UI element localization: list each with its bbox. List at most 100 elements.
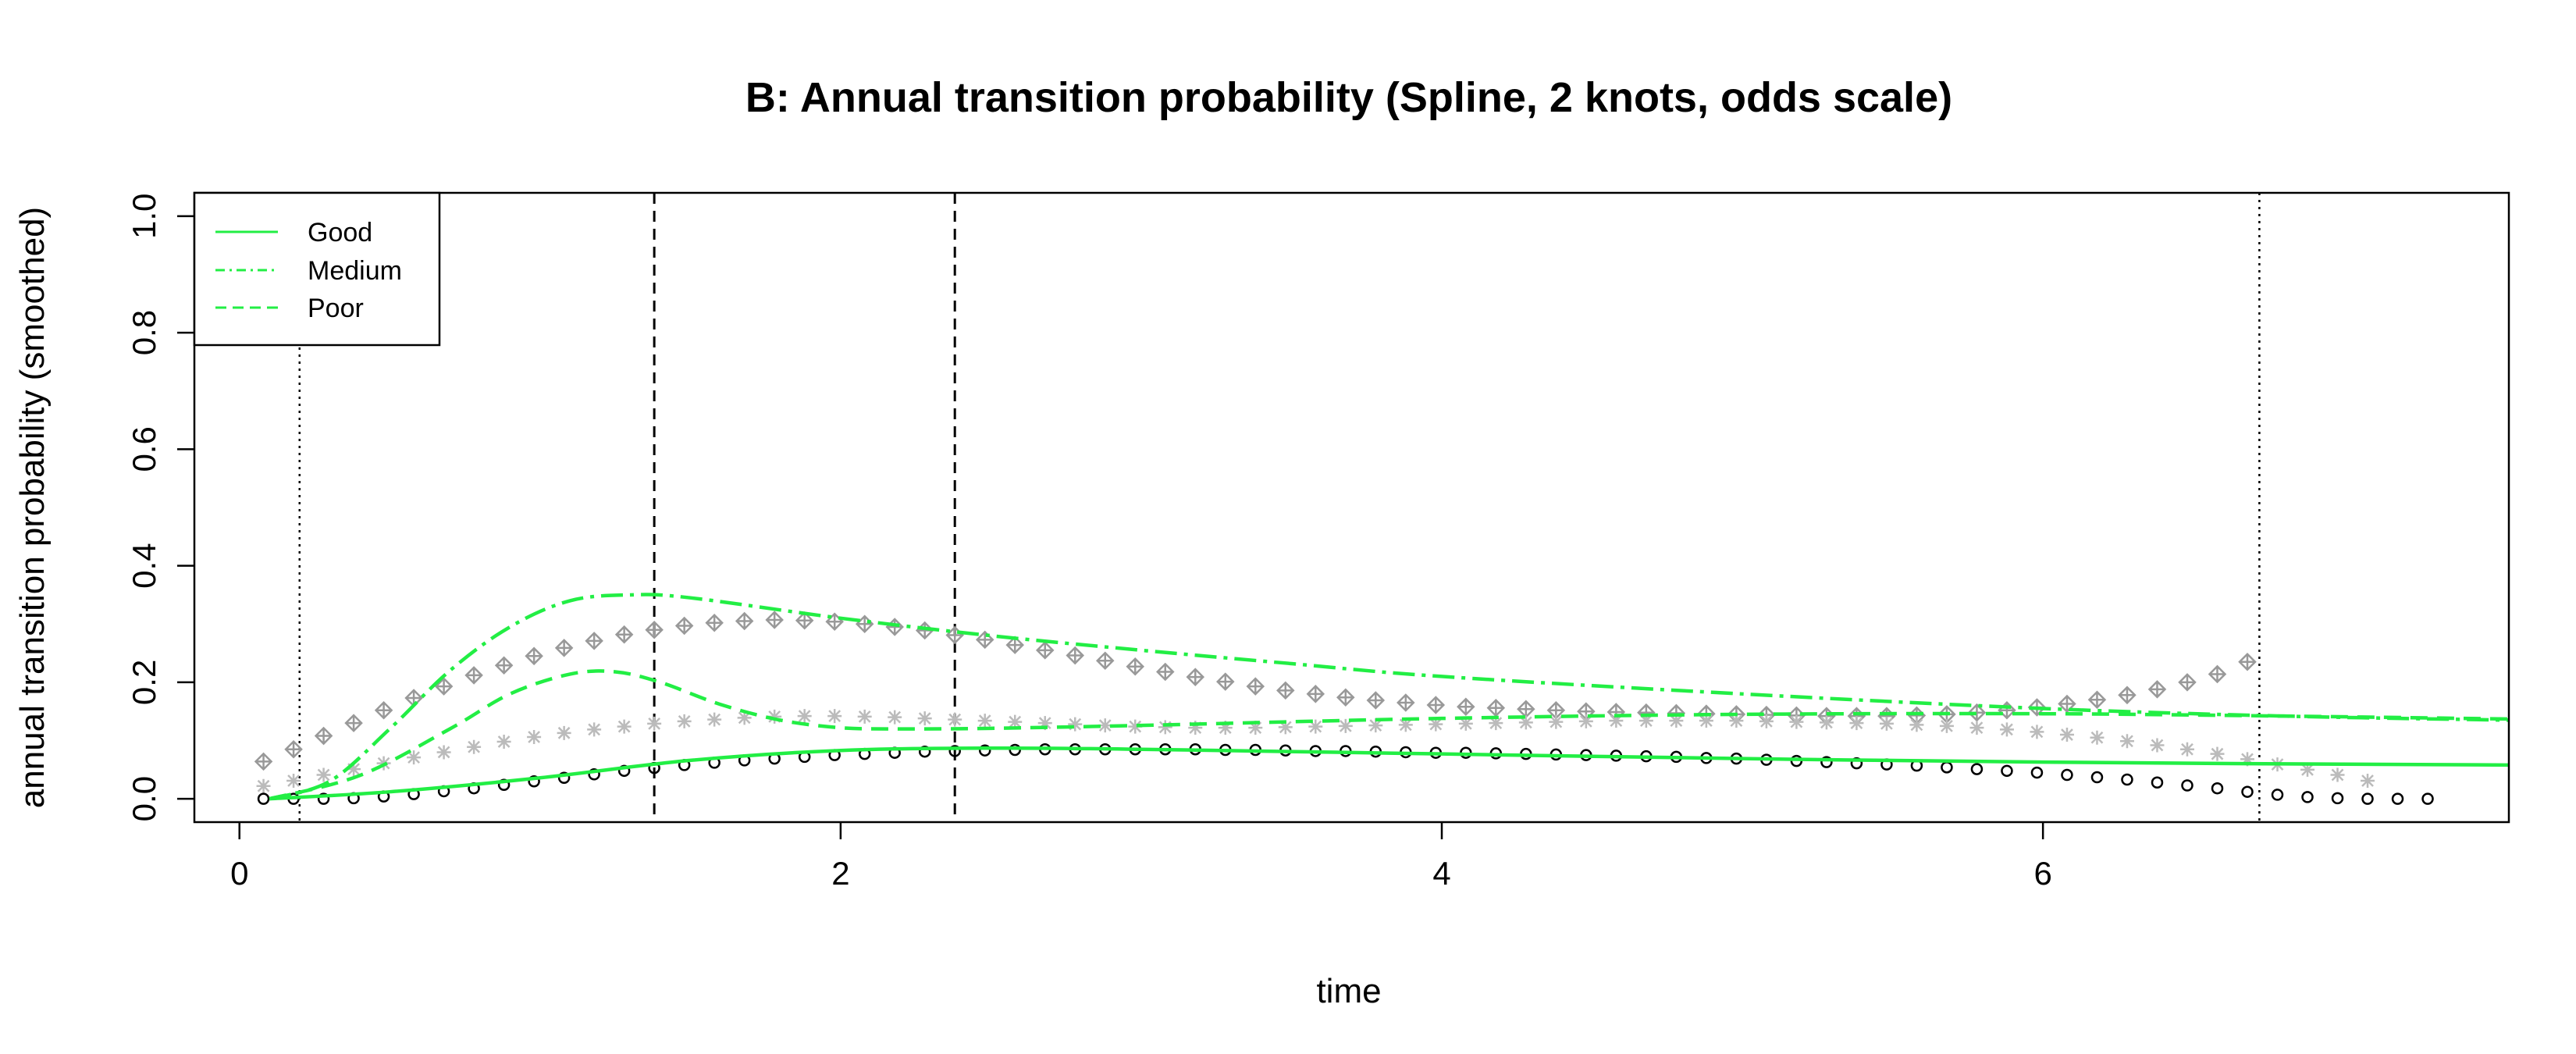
star-point [1699,714,1713,728]
star-point [1909,718,1924,732]
circle-point [1820,756,1833,768]
star-point [496,735,511,750]
y-axis-label: annual transition probability (smoothed) [13,207,52,808]
circle-point [617,764,631,778]
circle-point [1970,763,1984,775]
star-point [1068,717,1083,732]
star-point [436,745,451,760]
star-point [857,709,872,724]
diamond-plus-point [1306,685,1325,703]
star-point [2361,774,2375,789]
diamond-plus-point [855,614,874,634]
star-point [1308,719,1323,734]
plot-frame [193,191,2510,824]
diamond-plus-point [525,646,543,666]
diamond-plus-point [1126,657,1145,676]
star-point [527,730,542,745]
diamond-plus-point [1998,700,2016,720]
star-point [1819,715,1834,730]
diamond-plus-point [314,726,333,746]
diamond-plus-point [254,752,273,771]
star-point [888,710,902,725]
star-point [1669,714,1684,728]
y-tick-label: 0.0 [126,776,162,821]
diamond-plus-point [2208,664,2227,684]
diamond-plus-point [1246,677,1265,696]
circle-point [557,771,571,785]
diamond-plus-point [795,611,814,630]
circle-point [2061,768,2073,782]
star-point [2030,725,2044,739]
points-star [256,709,2375,793]
circle-point [317,792,330,805]
star-point [1789,714,1804,729]
circle-point [1850,757,1863,770]
circle-point [497,778,511,791]
star-point [316,767,331,782]
star-point [407,750,422,765]
star-point [827,709,842,724]
diamond-plus-point [1155,662,1175,682]
diamond-plus-point [284,739,303,759]
star-point [256,778,271,793]
x-axis-label: time [1316,972,1381,1010]
star-point [767,709,782,724]
star-point [2179,742,2194,757]
circle-point [2181,779,2194,792]
diamond-plus-point [975,630,994,650]
circle-point [918,745,931,758]
star-point [1458,716,1473,731]
diamond-plus-point [464,666,483,685]
diamond-plus-point [2058,694,2076,714]
star-point [2240,752,2254,767]
star-point [737,710,752,725]
diamond-plus-point [2178,673,2197,692]
x-tick-label: 6 [2033,855,2051,892]
diamond-plus-point [1216,672,1235,691]
circle-point [978,744,991,757]
star-point [707,712,722,727]
star-point [1218,721,1233,735]
star-point [2330,767,2345,782]
star-point [948,712,962,727]
star-point [1518,715,1533,730]
star-point [557,725,571,740]
diamond-plus-point [434,677,454,696]
diamond-plus-point [1397,693,1415,712]
curve-good [269,746,2509,801]
diamond-plus-point [614,625,634,644]
diamond-plus-point [1186,668,1205,686]
circle-point [257,792,270,805]
circle-point [588,768,600,781]
star-point [347,762,361,777]
diamond-plus-point [374,700,393,720]
circle-point [2331,792,2344,805]
y-tick-label: 1.0 [126,194,162,239]
circle-point [2301,791,2314,803]
circle-point [1941,761,1953,774]
star-point [587,722,602,737]
legend-box [193,191,441,347]
x-tick-label: 0 [230,855,248,892]
star-point [1939,718,1954,733]
diamond-plus-point [494,656,514,675]
diamond-plus-point [1457,697,1475,717]
star-point [1638,714,1653,728]
diamond-plus-point [1426,696,1446,714]
star-point [1368,718,1383,733]
diamond-plus-point [765,611,784,629]
x-tick-label: 4 [1432,855,1450,892]
star-point [1489,716,1503,731]
circle-point [2121,773,2133,786]
circle-point [2391,792,2404,805]
diamond-plus-point [674,616,694,636]
star-point [977,714,992,728]
star-point [1158,720,1172,735]
star-point [1759,714,1774,728]
chart-title: B: Annual transition probability (Spline… [745,74,1952,121]
diamond-plus-point [2087,690,2107,710]
star-point [1879,716,1894,731]
circle-point [2271,789,2284,801]
diamond-plus-point [2238,653,2257,671]
